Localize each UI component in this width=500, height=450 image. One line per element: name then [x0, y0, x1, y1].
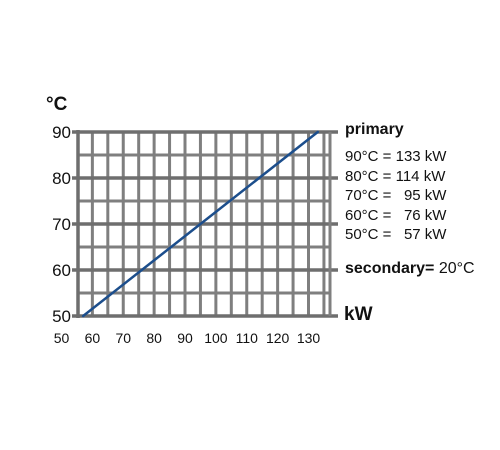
secondary-label: secondary= — [345, 259, 435, 277]
y-axis-unit-label: °C — [46, 94, 68, 115]
secondary-temperature: secondary= 20°C — [345, 260, 475, 278]
legend-row-70: 70°C = 95 kW — [345, 187, 447, 204]
x-tick-label: 90 — [177, 330, 193, 346]
legend-row-60: 60°C = 76 kW — [345, 206, 447, 224]
x-tick-label: 50 — [54, 330, 70, 346]
x-tick-label: 130 — [297, 330, 321, 346]
x-tick-label: 70 — [115, 330, 131, 346]
y-tick-label: 50 — [52, 307, 71, 326]
x-axis-unit-label: kW — [344, 304, 373, 325]
x-tick-label: 110 — [236, 330, 259, 346]
y-tick-label: 90 — [52, 123, 71, 142]
x-tick-label: 80 — [146, 330, 162, 346]
y-tick-label: 60 — [52, 261, 71, 280]
x-tick-label: 60 — [85, 330, 101, 346]
y-tick-label: 70 — [52, 215, 71, 234]
series-line — [81, 130, 320, 318]
legend-row-90: 90°C = 133 kW — [345, 148, 447, 165]
legend-row-50: 50°C = 57 kW — [345, 226, 447, 243]
y-tick-label: 80 — [52, 169, 71, 188]
x-tick-label: 100 — [204, 330, 228, 346]
legend-row-80: 80°C = 114 kW — [345, 167, 446, 185]
secondary-value: 20°C — [434, 259, 475, 277]
x-tick-label: 120 — [266, 330, 290, 346]
primary-legend-title: primary — [345, 121, 404, 138]
primary-legend: primary 90°C = 133 kW 80°C = 114 kW 70°C… — [345, 121, 475, 278]
